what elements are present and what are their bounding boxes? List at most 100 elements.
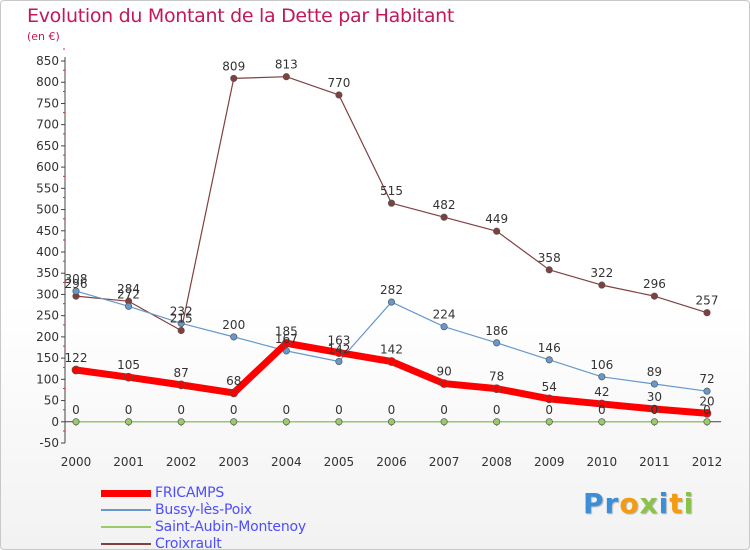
logo-letter: i	[683, 487, 695, 520]
data-point-fricamps	[650, 404, 659, 414]
data-point-saint-aubin-montenoy	[125, 418, 133, 426]
data-label-croixrault: 296	[65, 277, 88, 291]
data-point-fricamps	[334, 348, 344, 357]
data-label-croixrault: 358	[538, 251, 561, 265]
data-point-croixrault	[598, 281, 606, 289]
x-tick-label: 2004	[271, 455, 302, 469]
data-point-fricamps	[71, 365, 81, 375]
data-point-saint-aubin-montenoy	[493, 418, 501, 426]
y-tick-label: 500	[36, 203, 59, 217]
data-label-bussy-les-poix: 308	[65, 272, 88, 286]
x-tick-label: 2011	[639, 455, 670, 469]
x-tick-label: 2008	[481, 455, 512, 469]
data-point-croixrault	[335, 91, 343, 99]
data-label-fricamps: 87	[174, 366, 189, 380]
data-point-fricamps	[597, 399, 607, 409]
data-label-bussy-les-poix: 200	[222, 318, 245, 332]
data-label-saint-aubin-montenoy: 0	[545, 403, 553, 417]
x-tick-label: 2010	[587, 455, 618, 469]
data-label-saint-aubin-montenoy: 0	[177, 403, 185, 417]
data-label-croixrault: 322	[590, 266, 613, 280]
data-point-saint-aubin-montenoy	[282, 418, 290, 426]
y-tick-label: 750	[36, 96, 59, 110]
data-label-bussy-les-poix: 282	[380, 283, 403, 297]
y-tick-label: 850	[36, 54, 59, 68]
y-tick-label: 200	[36, 330, 59, 344]
data-label-bussy-les-poix: 106	[590, 358, 613, 372]
data-point-fricamps	[544, 394, 554, 404]
data-label-bussy-les-poix: 232	[170, 304, 193, 318]
data-point-saint-aubin-montenoy	[650, 418, 658, 426]
y-tick-label: 650	[36, 139, 59, 153]
data-point-croixrault	[440, 213, 448, 221]
logo-letter: o	[619, 487, 640, 520]
data-point-fricamps	[124, 372, 133, 382]
chart-unit-label: (en €)	[27, 30, 60, 43]
logo-letter: P	[583, 487, 605, 520]
x-tick-label: 2002	[166, 455, 197, 469]
data-label-saint-aubin-montenoy: 0	[388, 403, 396, 417]
data-point-saint-aubin-montenoy	[72, 418, 80, 426]
data-label-fricamps: 20	[699, 394, 714, 408]
y-tick-label: 100	[36, 372, 59, 386]
data-label-saint-aubin-montenoy: 0	[230, 403, 238, 417]
data-point-fricamps	[176, 380, 186, 390]
data-label-fricamps: 90	[436, 365, 451, 379]
data-point-saint-aubin-montenoy	[335, 418, 343, 426]
logo-letter: i	[658, 487, 670, 520]
y-tick-label: 150	[36, 351, 59, 365]
x-tick-label: 2003	[218, 455, 249, 469]
data-point-bussy-les-poix	[650, 380, 658, 388]
proxiti-logo: Proxiti	[583, 487, 694, 520]
legend-label: FRICAMPS	[155, 485, 225, 501]
data-point-bussy-les-poix	[177, 319, 185, 327]
data-point-bussy-les-poix	[440, 323, 448, 331]
data-label-fricamps: 185	[275, 324, 298, 338]
legend-swatch	[101, 509, 151, 511]
legend-swatch	[101, 489, 151, 497]
data-point-bussy-les-poix	[125, 302, 133, 310]
legend-swatch	[101, 543, 151, 545]
y-tick-label: 250	[36, 309, 59, 323]
data-label-fricamps: 105	[117, 358, 140, 372]
data-label-fricamps: 68	[226, 374, 241, 388]
x-tick-label: 2012	[692, 455, 723, 469]
data-label-bussy-les-poix: 72	[699, 372, 714, 386]
data-point-croixrault	[282, 73, 290, 81]
data-point-croixrault	[387, 199, 396, 207]
data-label-bussy-les-poix: 186	[485, 324, 508, 338]
data-label-saint-aubin-montenoy: 0	[598, 403, 606, 417]
data-label-croixrault: 515	[380, 184, 403, 198]
data-label-fricamps: 142	[380, 343, 403, 357]
data-point-saint-aubin-montenoy	[177, 418, 185, 426]
data-point-croixrault	[493, 227, 501, 235]
data-label-fricamps: 163	[327, 334, 350, 348]
data-label-croixrault: 482	[433, 198, 456, 212]
data-point-bussy-les-poix	[493, 339, 501, 347]
data-label-bussy-les-poix: 272	[117, 287, 140, 301]
data-label-fricamps: 42	[594, 385, 609, 399]
y-tick-label: 600	[36, 160, 59, 174]
x-tick-label: 2000	[61, 455, 92, 469]
data-point-saint-aubin-montenoy	[230, 418, 238, 426]
data-point-bussy-les-poix	[598, 373, 606, 381]
data-point-fricamps	[387, 357, 396, 366]
logo-letter: r	[604, 487, 620, 520]
data-label-saint-aubin-montenoy: 0	[440, 403, 448, 417]
logo-letter: x	[639, 487, 659, 520]
data-point-croixrault	[650, 292, 658, 300]
data-label-saint-aubin-montenoy: 0	[493, 403, 501, 417]
data-label-saint-aubin-montenoy: 0	[125, 403, 133, 417]
data-label-croixrault: 809	[222, 59, 245, 73]
data-label-bussy-les-poix: 89	[647, 365, 662, 379]
y-tick-label: 400	[36, 245, 59, 259]
data-point-fricamps	[281, 338, 291, 348]
chart-title: Evolution du Montant de la Dette par Hab…	[27, 5, 455, 27]
data-label-bussy-les-poix: 146	[538, 341, 561, 355]
x-tick-label: 2007	[429, 455, 460, 469]
data-label-saint-aubin-montenoy: 0	[72, 403, 80, 417]
y-tick-label: 350	[36, 266, 59, 280]
data-label-bussy-les-poix: 167	[275, 332, 298, 346]
